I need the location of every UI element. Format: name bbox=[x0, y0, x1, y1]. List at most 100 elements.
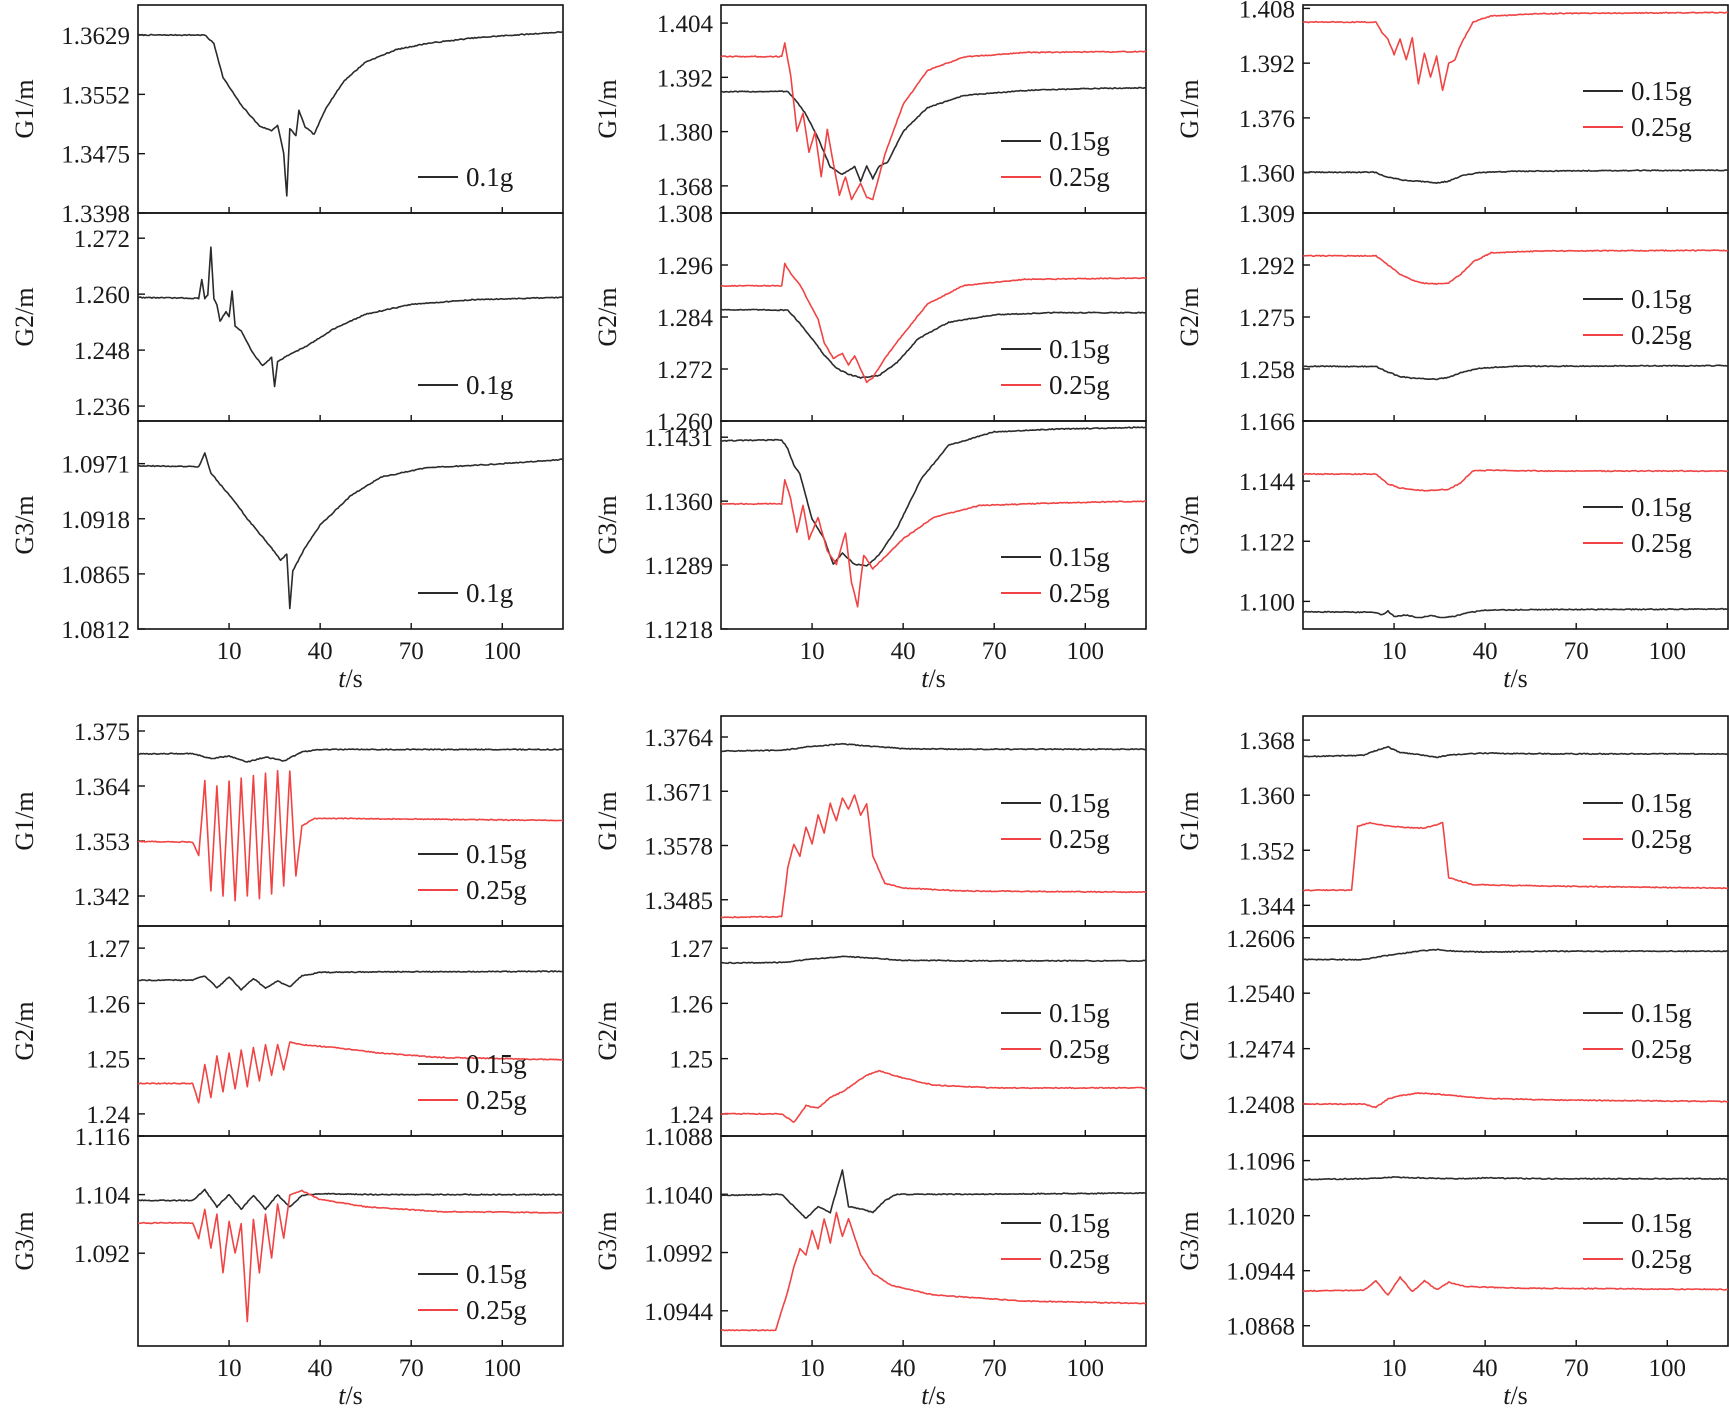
series-line-0.15g bbox=[137, 1188, 564, 1211]
y-tick-label: 1.2540 bbox=[1226, 981, 1295, 1008]
x-axis-label: t/s bbox=[1503, 664, 1528, 693]
series-line-0.25g bbox=[720, 479, 1147, 608]
legend-label: 0.25g bbox=[1631, 1244, 1692, 1274]
y-tick-label: 1.144 bbox=[1239, 469, 1296, 496]
legend-entry: 0.15g bbox=[418, 839, 527, 869]
legend-label: 0.15g bbox=[1631, 788, 1692, 818]
y-tick-label: 1.1360 bbox=[644, 489, 713, 516]
x-axis-label: t/s bbox=[921, 664, 946, 693]
y-tick-label: 1.1431 bbox=[644, 425, 713, 452]
series-line-0.25g bbox=[720, 1211, 1147, 1332]
series-line-0.15g bbox=[1303, 364, 1729, 381]
legend-entry: 0.25g bbox=[1001, 578, 1110, 608]
legend-label: 0.15g bbox=[1049, 334, 1110, 364]
y-tick-label: 1.272 bbox=[657, 357, 713, 384]
legend-label: 0.1g bbox=[466, 578, 513, 608]
y-axis-label: G1/m bbox=[1175, 79, 1204, 138]
series-line-0.25g bbox=[720, 42, 1147, 201]
y-tick-label: 1.308 bbox=[657, 201, 713, 228]
x-tick-label: 70 bbox=[1564, 638, 1589, 665]
subplot-top-right-1: 1.408 1.392 1.376 1.360 G1/m 0.15g 0.25g bbox=[1175, 0, 1729, 214]
legend-label: 0.15g bbox=[1049, 1208, 1110, 1238]
y-tick-label: 1.353 bbox=[74, 829, 130, 856]
legend-entry: 0.25g bbox=[1001, 1034, 1110, 1064]
y-tick-label: 1.1289 bbox=[644, 553, 713, 580]
legend-entry: 0.25g bbox=[1583, 1244, 1692, 1274]
subplot-top-middle-3: 1.1431 1.1360 1.1289 1.1218 G3/m 0.15g 0.25g bbox=[593, 420, 1147, 644]
legend-entry: 0.25g bbox=[1583, 528, 1692, 558]
legend-label: 0.15g bbox=[1049, 788, 1110, 818]
y-axis-label: G2/m bbox=[1175, 287, 1204, 346]
x-tick-label: 40 bbox=[308, 1355, 333, 1382]
series-line-0.15g bbox=[137, 970, 564, 991]
series-line-0.15g bbox=[1302, 607, 1729, 619]
y-tick-label: 1.2474 bbox=[1226, 1037, 1295, 1064]
series-line-0.15g bbox=[720, 742, 1147, 753]
legend-label: 0.15g bbox=[466, 1049, 527, 1079]
x-tick-label: 70 bbox=[982, 1355, 1007, 1382]
legend-label: 0.25g bbox=[1631, 824, 1692, 854]
y-axis-label: G1/m bbox=[10, 79, 39, 138]
y-tick-label: 1.116 bbox=[75, 1124, 130, 1151]
legend-label: 0.15g bbox=[1631, 284, 1692, 314]
y-tick-label: 1.258 bbox=[1239, 357, 1295, 384]
series-line-0.25g bbox=[1302, 1276, 1729, 1296]
chart-panel-top-left: 1.36291.35521.34751.3398G1/m0.1g1.2721.2… bbox=[10, 4, 564, 693]
y-axis-label: G2/m bbox=[1175, 1001, 1204, 1060]
subplot-top-right-2: 1.309 1.292 1.275 1.258 G2/m 0.15g 0.25g bbox=[1175, 201, 1729, 422]
legend-entry: 0.15g bbox=[1583, 76, 1692, 106]
y-tick-label: 1.24 bbox=[86, 1102, 130, 1129]
series-line-0.25g bbox=[1302, 1091, 1729, 1109]
y-tick-label: 1.24 bbox=[669, 1102, 713, 1129]
x-tick-label: 40 bbox=[891, 638, 916, 665]
y-tick-label: 1.1020 bbox=[1226, 1204, 1295, 1231]
y-tick-label: 1.272 bbox=[74, 226, 130, 253]
y-tick-label: 1.26 bbox=[669, 991, 713, 1018]
y-axis-label: G1/m bbox=[1175, 791, 1204, 850]
legend-entry: 0.25g bbox=[1583, 320, 1692, 350]
subplot-bottom-right-1: 1.368 1.360 1.352 1.344 G1/m 0.15g 0.25g bbox=[1175, 715, 1729, 927]
plot-frame bbox=[720, 1135, 1147, 1347]
legend-entry: 0.15g bbox=[1583, 284, 1692, 314]
y-tick-label: 1.0868 bbox=[1226, 1314, 1295, 1341]
x-axis-label: t/s bbox=[338, 664, 363, 693]
y-tick-label: 1.100 bbox=[1239, 589, 1295, 616]
x-tick-label: 10 bbox=[800, 638, 825, 665]
series-line-0.1g bbox=[137, 452, 564, 610]
y-tick-label: 1.1096 bbox=[1226, 1149, 1295, 1176]
series-line-0.15g bbox=[720, 1169, 1147, 1219]
y-tick-label: 1.092 bbox=[74, 1241, 130, 1268]
legend-label: 0.15g bbox=[1049, 542, 1110, 572]
legend-entry: 0.25g bbox=[1001, 162, 1110, 192]
y-tick-label: 1.0944 bbox=[644, 1299, 713, 1326]
plot-frame bbox=[1302, 420, 1729, 630]
plot-frame bbox=[137, 1135, 564, 1347]
series-line-0.1g bbox=[137, 246, 564, 388]
subplot-top-middle-1: 1.404 1.392 1.380 1.368 G1/m 0.15g 0.25g bbox=[593, 4, 1147, 214]
y-tick-label: 1.3578 bbox=[644, 834, 713, 861]
y-tick-label: 1.392 bbox=[1239, 51, 1295, 78]
legend-label: 0.1g bbox=[466, 162, 513, 192]
y-tick-label: 1.3764 bbox=[644, 725, 713, 752]
x-tick-label: 100 bbox=[1067, 1355, 1105, 1382]
legend-entry: 0.25g bbox=[1001, 370, 1110, 400]
series-line-0.25g bbox=[720, 262, 1147, 384]
y-tick-label: 1.376 bbox=[1239, 106, 1295, 133]
subplot-bottom-left-2: 1.27 1.26 1.25 1.24 G2/m 0.15g 0.25g bbox=[10, 925, 564, 1137]
y-tick-label: 1.26 bbox=[86, 991, 130, 1018]
legend-label: 0.15g bbox=[1049, 998, 1110, 1028]
legend-label: 0.25g bbox=[1049, 1244, 1110, 1274]
series-line-0.15g bbox=[720, 955, 1147, 965]
subplot-top-left-1: 1.3629 1.3552 1.3475 1.3398 G1/m 0.1g bbox=[10, 4, 564, 228]
y-axis-label: G1/m bbox=[593, 79, 622, 138]
y-axis-label: G2/m bbox=[593, 1001, 622, 1060]
legend-label: 0.15g bbox=[1631, 76, 1692, 106]
y-tick-label: 1.368 bbox=[1239, 728, 1295, 755]
x-tick-label: 10 bbox=[1382, 1355, 1407, 1382]
y-tick-label: 1.1218 bbox=[644, 617, 713, 644]
plot-frame bbox=[137, 420, 564, 630]
subplot-bottom-middle-3: 1.1088 1.1040 1.0992 1.0944 G3/m 0.15g 0.25g bbox=[593, 1124, 1147, 1347]
y-tick-label: 1.3485 bbox=[644, 888, 713, 915]
legend-entry: 0.15g bbox=[1001, 998, 1110, 1028]
y-tick-label: 1.1040 bbox=[644, 1182, 713, 1209]
